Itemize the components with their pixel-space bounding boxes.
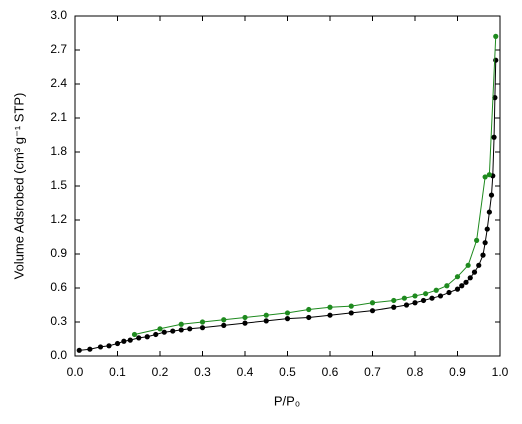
x-tick-label: 0.3: [194, 365, 211, 379]
data-point: [87, 346, 93, 352]
data-point: [327, 304, 333, 310]
data-point: [403, 302, 410, 308]
x-tick-label: 0.0: [67, 365, 84, 379]
data-point: [97, 344, 104, 350]
plot-frame: [74, 15, 501, 357]
data-point: [454, 286, 461, 292]
data-point: [187, 326, 193, 332]
data-point: [484, 226, 490, 232]
x-tick-label: 0.8: [407, 365, 424, 379]
data-point: [157, 326, 163, 332]
data-point: [106, 343, 112, 349]
data-point: [423, 291, 429, 297]
x-tick-label: 0.9: [449, 365, 466, 379]
data-point: [263, 318, 269, 324]
data-point: [242, 314, 248, 321]
data-point: [327, 312, 333, 318]
data-point: [476, 262, 482, 268]
data-point: [153, 331, 159, 338]
data-point: [486, 209, 492, 215]
y-tick-label: 3.0: [50, 8, 67, 22]
data-point: [284, 316, 291, 322]
data-point: [391, 297, 397, 304]
x-tick-label: 0.2: [152, 365, 169, 379]
data-point: [348, 303, 354, 309]
data-point: [221, 322, 227, 328]
data-point: [131, 331, 138, 338]
data-point: [391, 304, 397, 310]
data-point: [433, 287, 439, 293]
data-point: [493, 33, 499, 40]
data-point: [465, 262, 471, 268]
data-point: [221, 317, 227, 323]
data-point: [114, 340, 121, 347]
data-point: [471, 269, 478, 275]
data-point: [412, 293, 418, 299]
x-tick-label: 0.6: [322, 365, 339, 379]
data-point: [369, 300, 376, 306]
y-tick-label: 0.9: [50, 246, 67, 260]
y-tick-label: 1.5: [50, 178, 67, 192]
data-point: [144, 334, 150, 340]
data-point: [474, 237, 480, 243]
data-point: [284, 310, 291, 316]
data-point: [492, 95, 498, 101]
data-point: [488, 192, 495, 198]
data-point: [178, 321, 184, 327]
data-point: [459, 283, 465, 289]
data-point: [178, 327, 184, 333]
data-point: [369, 308, 376, 314]
data-point: [121, 338, 127, 344]
data-point: [454, 274, 461, 280]
data-point: [420, 297, 427, 304]
x-tick-label: 0.5: [279, 365, 296, 379]
y-tick-label: 0.0: [50, 348, 67, 362]
data-point: [467, 275, 473, 281]
data-point: [170, 328, 176, 334]
data-point: [199, 325, 206, 331]
data-point: [482, 174, 488, 180]
x-axis-title: P/P₀: [274, 393, 300, 408]
y-tick-label: 1.2: [50, 212, 67, 226]
y-tick-label: 2.1: [50, 110, 67, 124]
y-tick-label: 2.7: [50, 42, 67, 56]
data-point: [480, 252, 486, 258]
data-point: [348, 310, 354, 316]
data-point: [486, 172, 492, 178]
data-point: [429, 295, 435, 301]
data-point: [401, 295, 407, 301]
series-line: [79, 60, 497, 351]
data-point: [482, 240, 488, 246]
data-point: [463, 279, 469, 285]
data-point: [306, 314, 312, 321]
y-axis-title: Volume Adsrobed (cm³ g⁻¹ STP): [11, 93, 26, 280]
data-point: [446, 289, 452, 296]
series-line: [134, 36, 497, 335]
data-point: [306, 306, 312, 313]
data-point: [444, 283, 450, 289]
data-point: [161, 329, 167, 335]
x-tick-label: 0.4: [237, 365, 254, 379]
data-point: [136, 335, 142, 341]
y-tick-label: 2.4: [50, 76, 67, 90]
data-point: [412, 300, 418, 306]
x-tick-label: 0.1: [109, 365, 126, 379]
y-tick-label: 0.6: [50, 280, 67, 294]
data-point: [242, 320, 248, 326]
data-point: [199, 319, 206, 325]
x-tick-label: 1.0: [492, 365, 509, 379]
y-tick-label: 0.3: [50, 314, 67, 328]
data-point: [491, 134, 497, 140]
data-point: [437, 293, 444, 299]
data-point: [493, 57, 499, 63]
x-tick-label: 0.7: [364, 365, 381, 379]
data-point: [76, 347, 82, 353]
data-point: [263, 312, 269, 318]
y-tick-label: 1.8: [50, 144, 67, 158]
data-point: [127, 337, 133, 343]
